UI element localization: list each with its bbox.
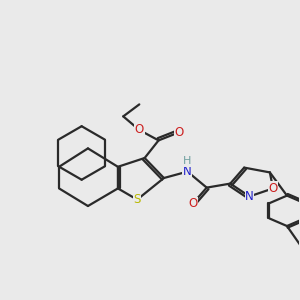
Text: O: O [174,126,184,139]
Text: H: H [183,156,192,166]
Text: S: S [134,193,141,206]
Text: O: O [268,182,278,195]
Text: O: O [188,197,197,210]
Text: O: O [135,124,144,136]
Text: N: N [183,165,192,178]
Text: N: N [245,190,254,203]
